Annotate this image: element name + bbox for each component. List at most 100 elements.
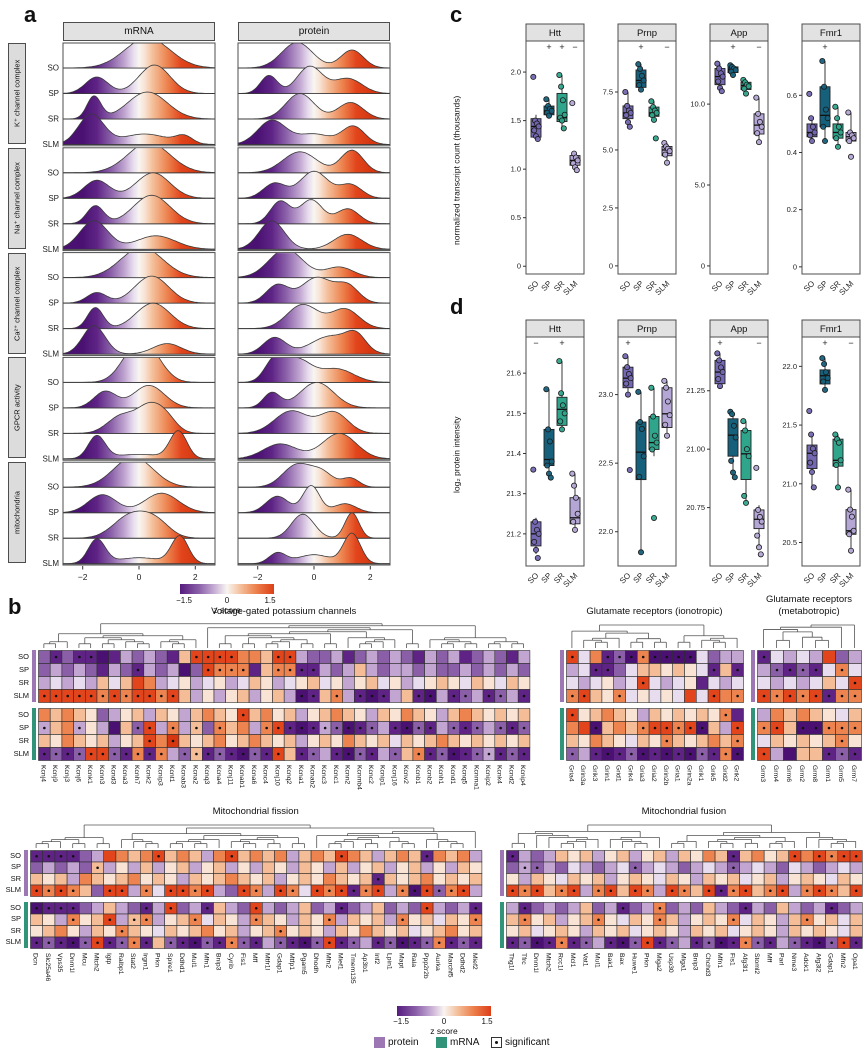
- heatmap-cell: [274, 913, 287, 926]
- heatmap-cell: [835, 650, 849, 664]
- heatmap-cell: [103, 873, 117, 886]
- data-point: [837, 129, 844, 136]
- heatmap-cell: [176, 902, 190, 915]
- ridge-row-label: SP: [48, 194, 59, 203]
- heatmap-cell: [432, 873, 446, 886]
- heatmap-cell: [38, 708, 51, 722]
- significant-dot-icon: [653, 752, 657, 756]
- heatmap-cell: [739, 850, 753, 863]
- heatmap-cell: [166, 708, 180, 722]
- heatmap-cell: [494, 734, 507, 748]
- heatmap-row-label: SP: [18, 722, 29, 732]
- heatmap-cell: [237, 925, 251, 938]
- heatmap-cell: [578, 676, 591, 690]
- measure-sidebar-protein: [751, 650, 755, 702]
- ridge-row-label: SO: [47, 378, 59, 387]
- measure-sidebar-mrna: [500, 902, 504, 948]
- heatmap-cell: [690, 925, 704, 938]
- data-point: [741, 492, 748, 499]
- heatmap-cell: [178, 663, 191, 677]
- heatmap-cell: [61, 721, 74, 735]
- protein-legend-swatch: [374, 1037, 385, 1048]
- significant-dot-icon: [658, 941, 662, 945]
- data-point: [556, 358, 563, 365]
- significant-dot-icon: [665, 739, 669, 743]
- gene-label: Grm5: [837, 765, 844, 782]
- significant-dot-icon: [830, 854, 833, 858]
- colorbar-tick: −1.5: [176, 596, 192, 605]
- heatmap-protein: [566, 650, 744, 703]
- data-point: [559, 117, 566, 124]
- heatmap-cell: [42, 925, 56, 938]
- gene-label: Kcnt1: [168, 765, 175, 783]
- significance-mark: −: [756, 42, 761, 52]
- significant-dot-icon: [145, 889, 148, 893]
- facet-title: Fmr1: [820, 324, 842, 335]
- significant-dot-icon: [621, 941, 625, 945]
- facet-title: Prnp: [637, 28, 657, 39]
- data-point: [557, 418, 564, 425]
- heatmap-cell: [471, 676, 484, 690]
- heatmap-cell: [115, 902, 129, 915]
- significant-dot-icon: [43, 694, 46, 698]
- significant-dot-icon: [724, 752, 728, 756]
- heatmap-cell: [342, 708, 355, 722]
- heatmap-cell: [342, 650, 355, 664]
- gene-label: Rala: [410, 953, 417, 967]
- data-point: [758, 518, 765, 525]
- heatmap-cell: [822, 708, 836, 722]
- heatmap-cell: [377, 734, 390, 748]
- data-point: [650, 515, 657, 522]
- significant-dot-icon: [474, 941, 478, 945]
- heatmap-cell: [613, 708, 626, 722]
- gene-label: Kcnk1: [86, 765, 93, 784]
- x-group-label: SLM: [561, 279, 579, 297]
- colorbar-tick: 0: [441, 1017, 447, 1026]
- heatmap-cell: [751, 902, 765, 915]
- heatmap-cell: [555, 902, 569, 915]
- data-point: [714, 60, 721, 67]
- significant-dot-icon: [487, 694, 491, 698]
- data-point: [622, 89, 629, 96]
- heatmap-cell: [812, 861, 826, 874]
- heatmap-cell: [286, 861, 300, 874]
- significant-dot-icon: [335, 726, 339, 730]
- heatmap-cell: [530, 850, 544, 863]
- gene-label: Spire1: [166, 953, 173, 973]
- significant-dot-icon: [840, 694, 844, 698]
- ridge-row-label: SO: [47, 273, 59, 282]
- heatmap-cell: [96, 734, 109, 748]
- significant-dot-icon: [842, 941, 846, 945]
- significant-dot-icon: [425, 941, 429, 945]
- data-point: [637, 419, 644, 426]
- significant-dot-icon: [315, 889, 319, 893]
- data-point: [626, 467, 633, 474]
- heatmap-cell: [213, 734, 226, 748]
- significant-dot-icon: [571, 655, 574, 659]
- significant-dot-icon: [499, 752, 502, 756]
- measure-sidebar-protein: [32, 650, 36, 702]
- data-point: [545, 426, 552, 433]
- x-group-label: SP: [540, 571, 554, 585]
- gene-label: Grm4: [772, 765, 779, 782]
- heatmap-cell: [518, 925, 532, 938]
- group-label-gpcr: GPCR activity: [8, 357, 26, 458]
- dendrogram: [571, 624, 738, 648]
- heatmap-cell: [283, 747, 297, 761]
- significant-dot-icon: [96, 941, 99, 945]
- data-point: [824, 115, 831, 122]
- ridgeline-density: [63, 401, 215, 434]
- y-tick-label: 7.5: [603, 88, 613, 97]
- data-point: [754, 532, 761, 539]
- gene-label: Mtfp1: [288, 953, 295, 970]
- heatmap-cell: [714, 850, 728, 863]
- heatmap-cell: [812, 873, 826, 886]
- heatmap-cell: [566, 676, 579, 690]
- gene-label: Kcnc2: [367, 765, 374, 784]
- ridgeline-density: [238, 432, 390, 460]
- significant-dot-icon: [814, 694, 818, 698]
- heatmap-cell: [201, 850, 214, 863]
- heatmap-cell: [543, 861, 556, 874]
- gene-label: Kcnmb4: [355, 765, 362, 790]
- heatmap-cell: [447, 663, 460, 677]
